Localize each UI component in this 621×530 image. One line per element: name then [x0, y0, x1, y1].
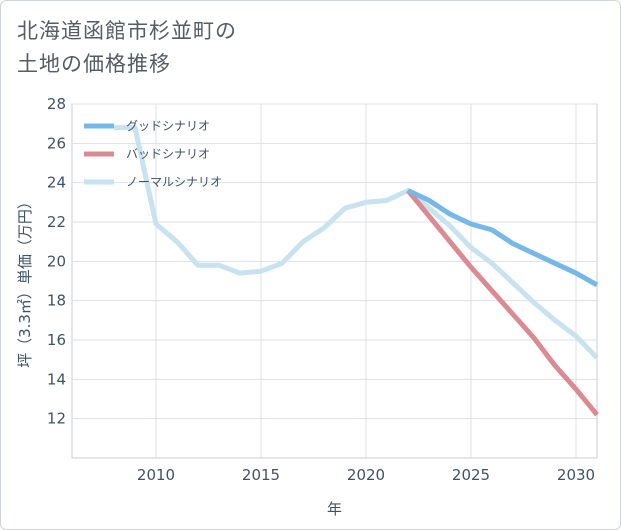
series-line-3 [114, 125, 599, 360]
y-tick-label: 14 [47, 370, 66, 388]
y-tick-label: 12 [47, 410, 66, 428]
y-tick-label: 16 [47, 331, 66, 349]
x-tick-label: 2015 [242, 466, 280, 484]
legend-label-2: バッドシナリオ [126, 147, 210, 161]
series-line-2 [406, 188, 599, 417]
legend-label-3: ノーマルシナリオ [126, 175, 222, 189]
y-tick-label: 20 [47, 252, 66, 270]
x-tick-label: 2025 [452, 466, 490, 484]
legend-label-1: グッドシナリオ [126, 119, 210, 133]
x-axis-label: 年 [327, 500, 342, 518]
x-tick-label: 2010 [137, 466, 175, 484]
y-tick-label: 18 [47, 292, 66, 310]
chart-title: 北海道函館市杉並町の 土地の価格推移 [17, 15, 237, 81]
x-tick-label: 2030 [557, 466, 595, 484]
y-tick-label: 22 [47, 213, 66, 231]
y-tick-label: 28 [47, 95, 66, 113]
y-tick-label: 24 [47, 174, 66, 192]
x-tick-label: 2020 [347, 466, 385, 484]
y-tick-label: 26 [47, 134, 66, 152]
series-line-1 [406, 188, 599, 288]
y-axis-label: 坪（3.3㎡）単価（万円） [16, 194, 34, 368]
chart-title-line-1: 北海道函館市杉並町の [17, 19, 237, 43]
chart-title-line-2: 土地の価格推移 [17, 52, 171, 76]
